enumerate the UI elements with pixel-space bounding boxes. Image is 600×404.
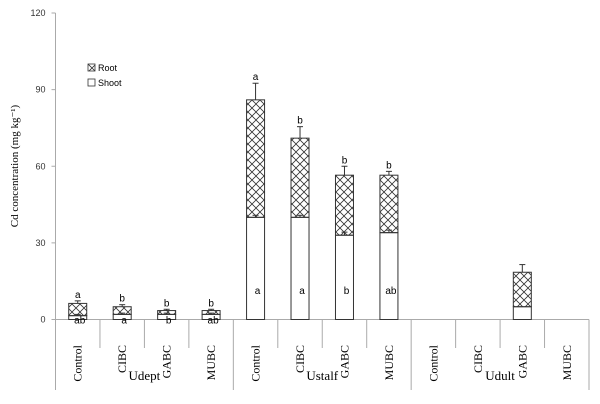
bar-shoot — [334, 234, 354, 320]
category-label: GABC — [515, 345, 529, 378]
bar-root — [246, 99, 266, 218]
bar-shoot — [246, 216, 266, 320]
bar-root — [334, 174, 354, 236]
axes: 0 30 60 90 120 — [30, 8, 590, 390]
shoot-significance-letter: ab — [208, 316, 220, 327]
root-significance-letter: a — [75, 290, 81, 301]
bar-root — [157, 310, 177, 315]
shoot-significance-letter: a — [121, 316, 127, 327]
legend: Root Shoot — [87, 63, 122, 88]
y-tick-label: 0 — [40, 315, 45, 325]
shoot-significance-letter: ab — [385, 286, 397, 297]
root-significance-letter: b — [342, 155, 348, 166]
category-label: MUBC — [560, 345, 574, 380]
root-significance-letter: b — [119, 294, 125, 305]
legend-label-shoot: Shoot — [98, 78, 122, 88]
root-significance-letter: b — [164, 298, 170, 309]
y-axis-label: Cd concentration (mg kg⁻¹) — [9, 104, 21, 227]
legend-swatch-root — [87, 63, 96, 72]
y-tick-label: 90 — [35, 85, 45, 95]
category-label: CIBC — [115, 345, 129, 373]
root-significance-letter: a — [253, 72, 259, 83]
bar-root — [512, 271, 532, 308]
bar-shoot — [512, 306, 532, 320]
root-significance-letter: b — [297, 116, 303, 127]
y-tick-label: 120 — [30, 8, 45, 18]
group-label: Udept — [129, 368, 161, 383]
category-label: Control — [71, 344, 85, 381]
category-label: GABC — [160, 345, 174, 378]
shoot-significance-letter: b — [166, 316, 172, 327]
shoot-significance-letter: b — [344, 286, 350, 297]
bar-root — [68, 302, 88, 317]
category-label: CIBC — [293, 345, 307, 373]
shoot-significance-letter: a — [299, 286, 305, 297]
category-label: GABC — [337, 345, 351, 378]
bar-shoot — [290, 216, 310, 320]
legend-swatch-shoot — [87, 78, 96, 87]
root-significance-letter: b — [208, 298, 214, 309]
category-label: CIBC — [471, 345, 485, 373]
bar-root — [379, 174, 399, 234]
legend-label-root: Root — [98, 63, 118, 73]
category-label: Control — [426, 344, 440, 381]
bar-root — [112, 306, 132, 315]
root-significance-letter: b — [386, 160, 392, 171]
bar-shoot — [379, 232, 399, 321]
y-tick-label: 30 — [35, 238, 45, 248]
shoot-significance-letter: a — [255, 286, 261, 297]
shoot-significance-letter: ab — [74, 316, 86, 327]
y-tick-label: 60 — [35, 161, 45, 171]
category-label: MUBC — [204, 345, 218, 380]
bar-root — [201, 310, 221, 315]
group-label: Ustalf — [306, 368, 338, 383]
group-label: Udult — [485, 368, 515, 383]
bar-root — [290, 137, 310, 218]
category-label: Control — [249, 344, 263, 381]
bars — [68, 82, 532, 321]
category-label: MUBC — [382, 345, 396, 380]
